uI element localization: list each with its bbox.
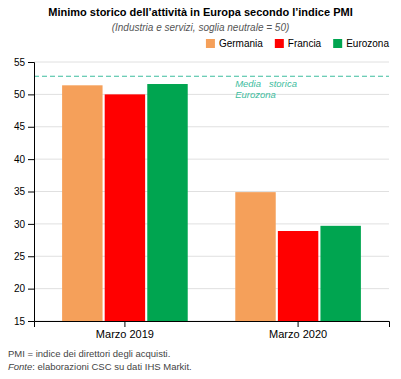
y-tick: 50: [14, 89, 34, 100]
y-tick-label: 40: [14, 154, 26, 165]
source-part: Fonte: [8, 361, 32, 372]
legend-label: Francia: [288, 38, 322, 49]
y-tick-mark: [28, 289, 34, 290]
y-tick-label: 30: [14, 219, 26, 230]
marks: [34, 76, 389, 321]
y-tick-mark: [28, 192, 34, 193]
footnote: PMI = indice dei direttori degli acquist…: [8, 348, 170, 359]
bar: [147, 84, 187, 321]
x-tick-mark: [298, 321, 299, 327]
subtitle: (Industria e servizi, soglia neutrale = …: [112, 22, 290, 33]
y-tick-mark: [28, 62, 34, 63]
bar: [278, 231, 318, 321]
title: Minimo storico dell’attività in Europa s…: [48, 6, 352, 18]
grid-line: [34, 62, 389, 63]
reference-label: Media storicaEurozona: [235, 78, 297, 100]
legend: Germania Francia Eurozona: [206, 38, 390, 49]
y-tick: 25: [14, 251, 34, 262]
y-tick-label: 15: [14, 316, 26, 327]
x-tick-mark: [124, 321, 125, 327]
y-tick: 20: [14, 283, 34, 294]
chart: Minimo storico dell’attività in Europa s…: [0, 0, 401, 379]
x-tick: Marzo 2019: [96, 321, 154, 340]
bar: [235, 192, 275, 321]
legend-item: Germania: [206, 38, 263, 49]
y-tick: 30: [14, 219, 34, 230]
y-tick: 40: [14, 154, 34, 165]
y-tick-mark: [28, 94, 34, 95]
y-tick-label: 50: [14, 89, 26, 100]
x-axis-line: [35, 322, 390, 328]
source-part: : elaborazioni CSC su dati IHS Markit.: [32, 361, 191, 372]
bar-series: [147, 84, 361, 321]
legend-label: Germania: [219, 38, 263, 49]
grid: [34, 62, 389, 321]
y-tick-label: 45: [14, 121, 26, 132]
bar: [105, 94, 145, 321]
bar: [320, 226, 360, 321]
legend-label: Eurozona: [346, 38, 389, 49]
x-tick: Marzo 2020: [269, 321, 327, 340]
legend-swatch: [275, 39, 284, 48]
y-tick-label: 35: [14, 186, 26, 197]
y-tick-label: 55: [14, 57, 26, 68]
source: Fonte: elaborazioni CSC su dati IHS Mark…: [8, 361, 192, 372]
y-tick-mark: [28, 159, 34, 160]
bar: [62, 85, 102, 321]
y-tick: 15: [14, 316, 34, 327]
legend-swatch: [333, 39, 342, 48]
y-axis: 15 20 25 30 35 40 45 50 55: [14, 57, 35, 327]
legend-item: Francia: [275, 38, 322, 49]
y-tick-mark: [28, 256, 34, 257]
y-tick: 55: [14, 57, 34, 68]
bar-series: [105, 94, 319, 321]
x-tick-label: Marzo 2020: [269, 328, 327, 340]
y-tick-mark: [28, 127, 34, 128]
x-axis: Marzo 2019 Marzo 2020: [35, 321, 390, 340]
y-tick: 45: [14, 121, 34, 132]
y-axis-line: [28, 63, 35, 322]
y-tick-label: 25: [14, 251, 26, 262]
y-tick-label: 20: [14, 283, 26, 294]
y-tick: 35: [14, 186, 34, 197]
legend-item: Eurozona: [333, 38, 389, 49]
reference-label-text: Media storica: [235, 78, 297, 89]
plot: 15 20 25 30 35 40 45 50 55 Marzo 2019 Marzo 2020 Me…: [14, 57, 390, 340]
y-tick-mark: [28, 321, 34, 322]
reference-line: [34, 76, 389, 77]
x-tick-label: Marzo 2019: [96, 328, 154, 340]
legend-swatch: [206, 39, 215, 48]
y-tick-mark: [28, 224, 34, 225]
reference-label-text: Eurozona: [235, 89, 276, 100]
